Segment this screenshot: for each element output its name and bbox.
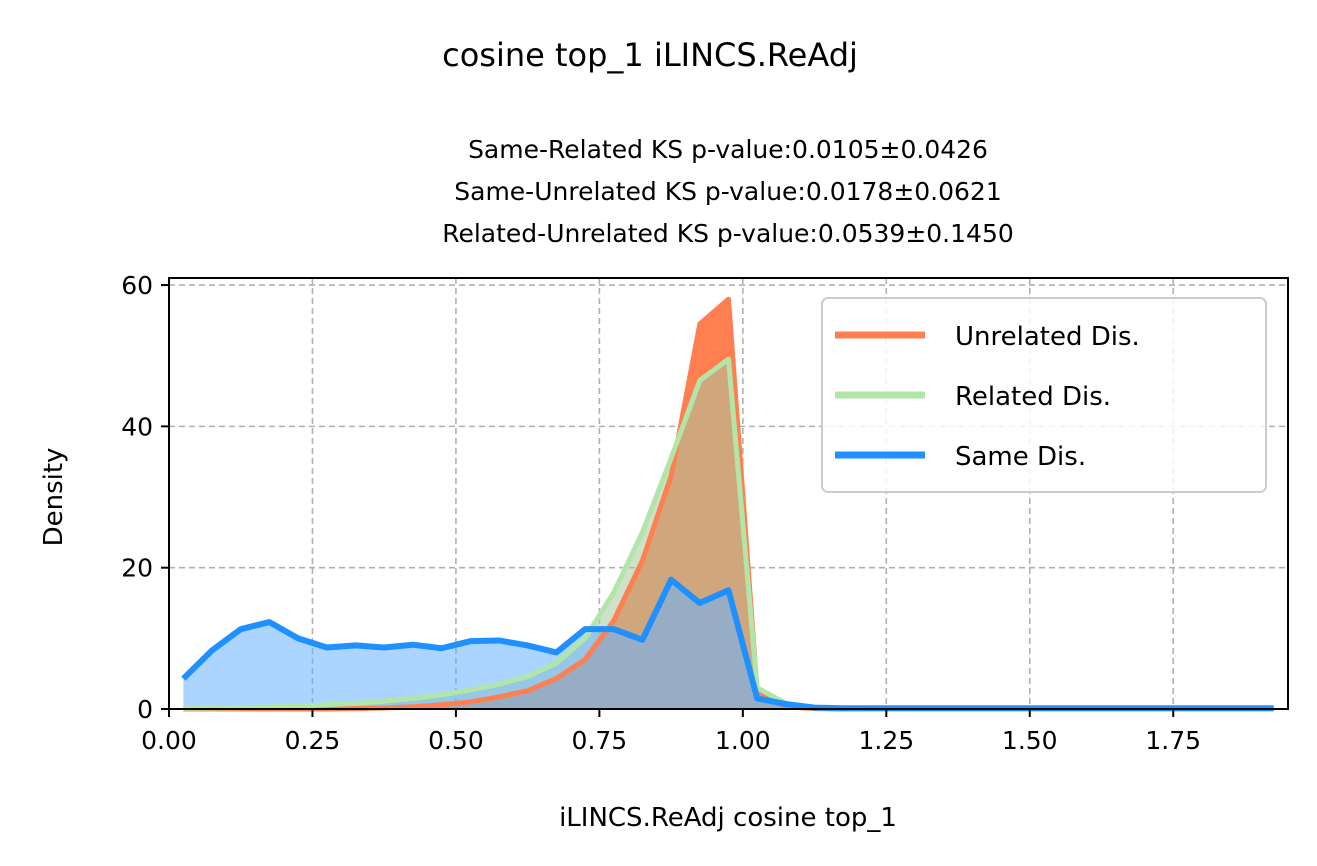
x-tick-label: 1.50 [1002,726,1058,755]
y-tick-label: 20 [121,554,153,583]
subtitle-line-1: Same-Related KS p-value:0.0105±0.0426 [468,135,988,164]
x-tick-label: 1.75 [1145,726,1201,755]
area-fills [183,299,1274,709]
x-tick-label: 0.75 [572,726,628,755]
x-tick-label: 1.00 [715,726,771,755]
legend-label-series-2: Related Dis. [955,382,1111,412]
area-fill-series-3 [183,579,1274,709]
chart-title: cosine top_1 iLINCS.ReAdj [442,36,858,74]
legend-box [821,297,1267,493]
plot-frame [168,277,1289,710]
x-tick-label: 0.25 [285,726,341,755]
x-axis-label: iLINCS.ReAdj cosine top_1 [559,803,897,833]
y-tick-label: 0 [137,695,153,724]
y-tick-label: 60 [121,271,153,300]
x-tick-label: 1.25 [858,726,914,755]
x-tick-label: 0.50 [428,726,484,755]
x-axis-ticks: 0.00 0.25 0.50 0.75 1.00 1.25 1.50 1.75 [141,709,1201,755]
subtitle-line-2: Same-Unrelated KS p-value:0.0178±0.0621 [454,177,1002,206]
y-axis-ticks: 0 20 40 60 [121,271,169,724]
x-tick-label: 0.00 [141,726,197,755]
legend-label-series-3: Same Dis. [955,442,1086,472]
y-tick-label: 40 [121,412,153,441]
y-axis-label: Density [39,448,69,547]
legend-label-series-1: Unrelated Dis. [955,322,1140,352]
legend: Unrelated Dis. Related Dis. Same Dis. [821,297,1267,493]
area-fill-series-2 [183,359,1274,709]
subtitle-line-3: Related-Unrelated KS p-value:0.0539±0.14… [442,219,1014,248]
